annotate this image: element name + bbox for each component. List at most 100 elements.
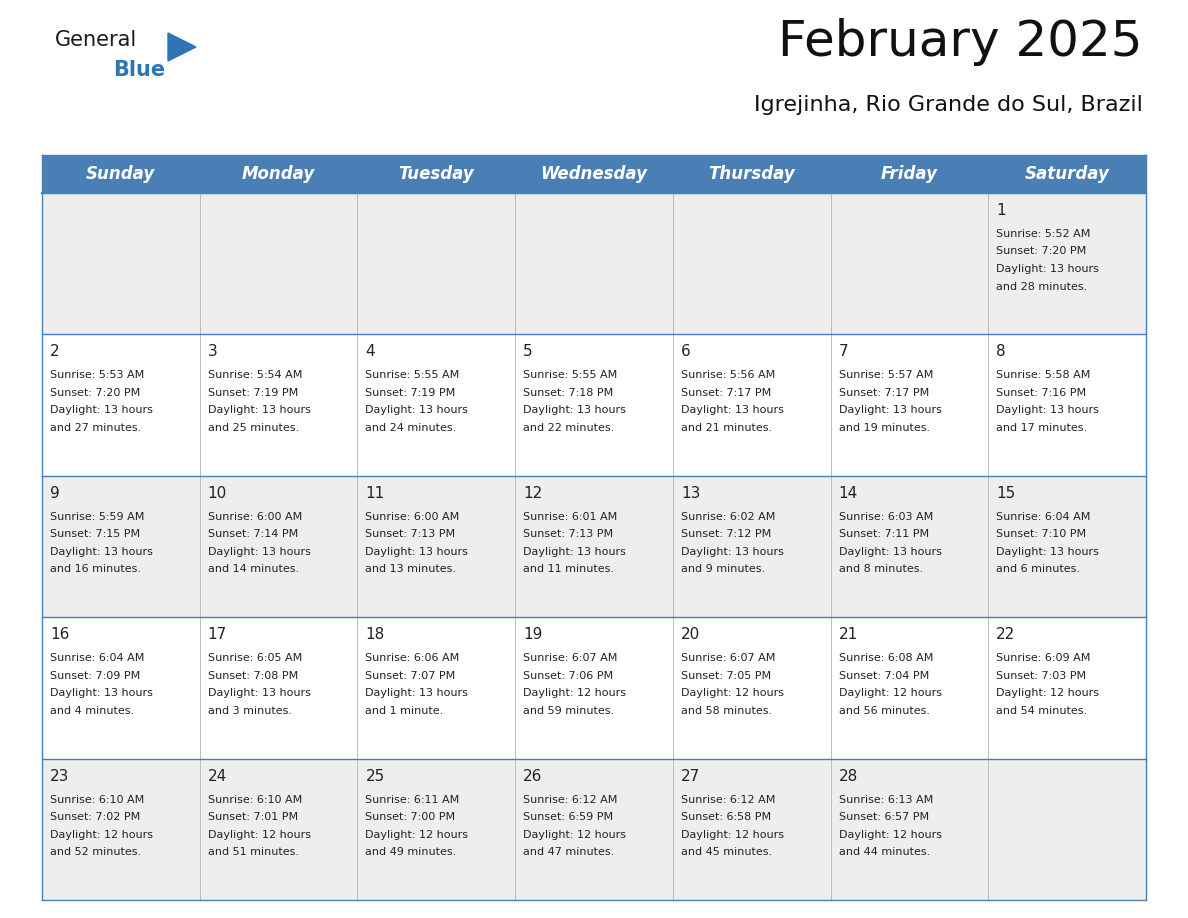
Text: Daylight: 13 hours: Daylight: 13 hours [839,406,941,416]
Text: Daylight: 13 hours: Daylight: 13 hours [208,406,310,416]
Text: Sunrise: 6:12 AM: Sunrise: 6:12 AM [681,795,776,804]
Text: and 11 minutes.: and 11 minutes. [523,565,614,575]
Text: Daylight: 13 hours: Daylight: 13 hours [997,406,1099,416]
Text: Sunset: 7:04 PM: Sunset: 7:04 PM [839,671,929,681]
Text: 1: 1 [997,203,1006,218]
Text: Daylight: 13 hours: Daylight: 13 hours [523,547,626,557]
Text: Sunrise: 6:13 AM: Sunrise: 6:13 AM [839,795,933,804]
Text: 12: 12 [523,486,543,501]
Text: Daylight: 12 hours: Daylight: 12 hours [366,830,468,840]
Text: and 58 minutes.: and 58 minutes. [681,706,772,716]
Text: Sunrise: 5:56 AM: Sunrise: 5:56 AM [681,370,775,380]
Text: 27: 27 [681,768,700,784]
Text: and 47 minutes.: and 47 minutes. [523,847,614,857]
Text: Sunset: 7:05 PM: Sunset: 7:05 PM [681,671,771,681]
Text: Daylight: 13 hours: Daylight: 13 hours [997,264,1099,274]
Text: Sunrise: 6:03 AM: Sunrise: 6:03 AM [839,512,933,521]
Text: Daylight: 13 hours: Daylight: 13 hours [839,547,941,557]
Text: Sunset: 7:17 PM: Sunset: 7:17 PM [839,388,929,397]
Text: Sunset: 7:20 PM: Sunset: 7:20 PM [50,388,140,397]
Text: 25: 25 [366,768,385,784]
Text: 8: 8 [997,344,1006,360]
Text: and 44 minutes.: and 44 minutes. [839,847,930,857]
Text: Wednesday: Wednesday [541,165,647,183]
Text: Daylight: 13 hours: Daylight: 13 hours [366,688,468,699]
Text: Sunset: 7:10 PM: Sunset: 7:10 PM [997,530,1086,539]
Text: Sunrise: 6:04 AM: Sunrise: 6:04 AM [50,654,145,663]
Text: Daylight: 13 hours: Daylight: 13 hours [997,547,1099,557]
Text: and 13 minutes.: and 13 minutes. [366,565,456,575]
Text: Sunset: 7:06 PM: Sunset: 7:06 PM [523,671,613,681]
Text: Blue: Blue [113,60,165,80]
Text: Sunset: 7:17 PM: Sunset: 7:17 PM [681,388,771,397]
Bar [42,617,1146,758]
Text: Sunset: 7:18 PM: Sunset: 7:18 PM [523,388,613,397]
Text: and 49 minutes.: and 49 minutes. [366,847,456,857]
Text: Sunrise: 6:09 AM: Sunrise: 6:09 AM [997,654,1091,663]
Text: General: General [55,30,138,50]
Text: and 8 minutes.: and 8 minutes. [839,565,923,575]
Text: 22: 22 [997,627,1016,643]
Text: Daylight: 13 hours: Daylight: 13 hours [366,406,468,416]
Text: Sunrise: 6:07 AM: Sunrise: 6:07 AM [681,654,776,663]
Bar [42,334,1146,476]
Text: and 52 minutes.: and 52 minutes. [50,847,141,857]
Text: 19: 19 [523,627,543,643]
Text: Sunrise: 6:00 AM: Sunrise: 6:00 AM [366,512,460,521]
Text: Sunset: 7:03 PM: Sunset: 7:03 PM [997,671,1086,681]
Text: Sunset: 7:14 PM: Sunset: 7:14 PM [208,530,298,539]
Text: Friday: Friday [881,165,939,183]
Text: Daylight: 12 hours: Daylight: 12 hours [839,688,942,699]
Text: 28: 28 [839,768,858,784]
Text: 15: 15 [997,486,1016,501]
Text: Daylight: 12 hours: Daylight: 12 hours [208,830,311,840]
Text: Sunrise: 5:53 AM: Sunrise: 5:53 AM [50,370,144,380]
Text: 20: 20 [681,627,700,643]
Text: and 54 minutes.: and 54 minutes. [997,706,1087,716]
Text: February 2025: February 2025 [778,18,1143,66]
Text: 3: 3 [208,344,217,360]
Text: 17: 17 [208,627,227,643]
Text: Sunset: 7:15 PM: Sunset: 7:15 PM [50,530,140,539]
Text: Sunrise: 6:10 AM: Sunrise: 6:10 AM [50,795,144,804]
Text: and 24 minutes.: and 24 minutes. [366,423,456,433]
Text: Daylight: 12 hours: Daylight: 12 hours [839,830,942,840]
Text: Sunset: 7:08 PM: Sunset: 7:08 PM [208,671,298,681]
Text: Sunrise: 5:59 AM: Sunrise: 5:59 AM [50,512,145,521]
Text: Daylight: 13 hours: Daylight: 13 hours [366,547,468,557]
Text: 21: 21 [839,627,858,643]
Text: and 6 minutes.: and 6 minutes. [997,565,1080,575]
Text: Sunset: 7:13 PM: Sunset: 7:13 PM [523,530,613,539]
Text: Monday: Monday [242,165,315,183]
Text: 23: 23 [50,768,69,784]
Text: Sunset: 7:09 PM: Sunset: 7:09 PM [50,671,140,681]
Text: Daylight: 13 hours: Daylight: 13 hours [50,688,153,699]
Bar [42,758,1146,900]
Text: 7: 7 [839,344,848,360]
Text: Sunset: 6:57 PM: Sunset: 6:57 PM [839,812,929,823]
Text: 10: 10 [208,486,227,501]
Text: Sunrise: 6:12 AM: Sunrise: 6:12 AM [523,795,618,804]
Text: and 22 minutes.: and 22 minutes. [523,423,614,433]
Text: Daylight: 13 hours: Daylight: 13 hours [208,688,310,699]
Text: Sunset: 7:12 PM: Sunset: 7:12 PM [681,530,771,539]
Text: Sunset: 7:01 PM: Sunset: 7:01 PM [208,812,298,823]
Text: Sunset: 7:13 PM: Sunset: 7:13 PM [366,530,455,539]
Text: Sunrise: 6:00 AM: Sunrise: 6:00 AM [208,512,302,521]
Text: 2: 2 [50,344,59,360]
Text: 6: 6 [681,344,690,360]
Text: Daylight: 12 hours: Daylight: 12 hours [997,688,1099,699]
Text: and 51 minutes.: and 51 minutes. [208,847,298,857]
Text: and 19 minutes.: and 19 minutes. [839,423,930,433]
Bar [42,155,1146,193]
Text: Thursday: Thursday [708,165,795,183]
Text: Daylight: 13 hours: Daylight: 13 hours [523,406,626,416]
Text: Sunrise: 6:04 AM: Sunrise: 6:04 AM [997,512,1091,521]
Text: Sunrise: 6:01 AM: Sunrise: 6:01 AM [523,512,618,521]
Text: 26: 26 [523,768,543,784]
Text: Sunrise: 5:57 AM: Sunrise: 5:57 AM [839,370,933,380]
Text: Sunrise: 6:05 AM: Sunrise: 6:05 AM [208,654,302,663]
Text: and 4 minutes.: and 4 minutes. [50,706,134,716]
Text: Daylight: 13 hours: Daylight: 13 hours [208,547,310,557]
Text: Daylight: 12 hours: Daylight: 12 hours [50,830,153,840]
